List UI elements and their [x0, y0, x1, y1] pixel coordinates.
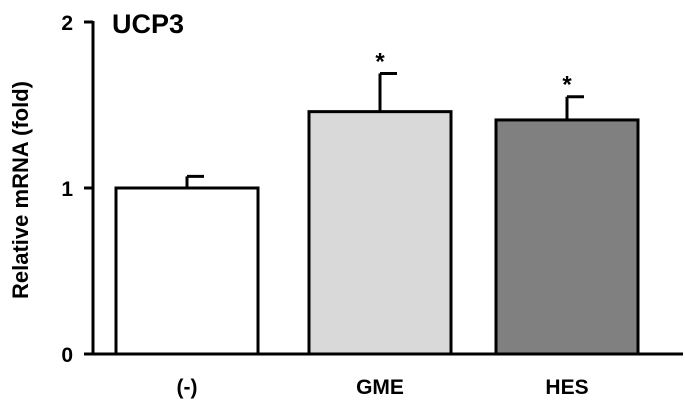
y-axis-title: Relative mRNA (fold) [8, 81, 33, 299]
y-axis-ticks: 0 1 2 [61, 12, 93, 367]
bar [114, 186, 260, 356]
x-category-label: HES [545, 376, 588, 399]
x-category-label: (-) [177, 376, 198, 399]
bars: ** [114, 48, 640, 356]
x-axis-labels: (-) GME HES [177, 376, 589, 399]
x-category-label: GME [356, 376, 404, 399]
bar [307, 110, 453, 356]
y-tick-label: 0 [61, 344, 73, 367]
chart-title: UCP3 [112, 9, 184, 39]
significance-marker: * [375, 48, 385, 75]
y-tick-label: 2 [61, 12, 73, 35]
bar [494, 118, 640, 356]
significance-marker: * [562, 72, 572, 99]
y-tick-label: 1 [61, 178, 73, 201]
